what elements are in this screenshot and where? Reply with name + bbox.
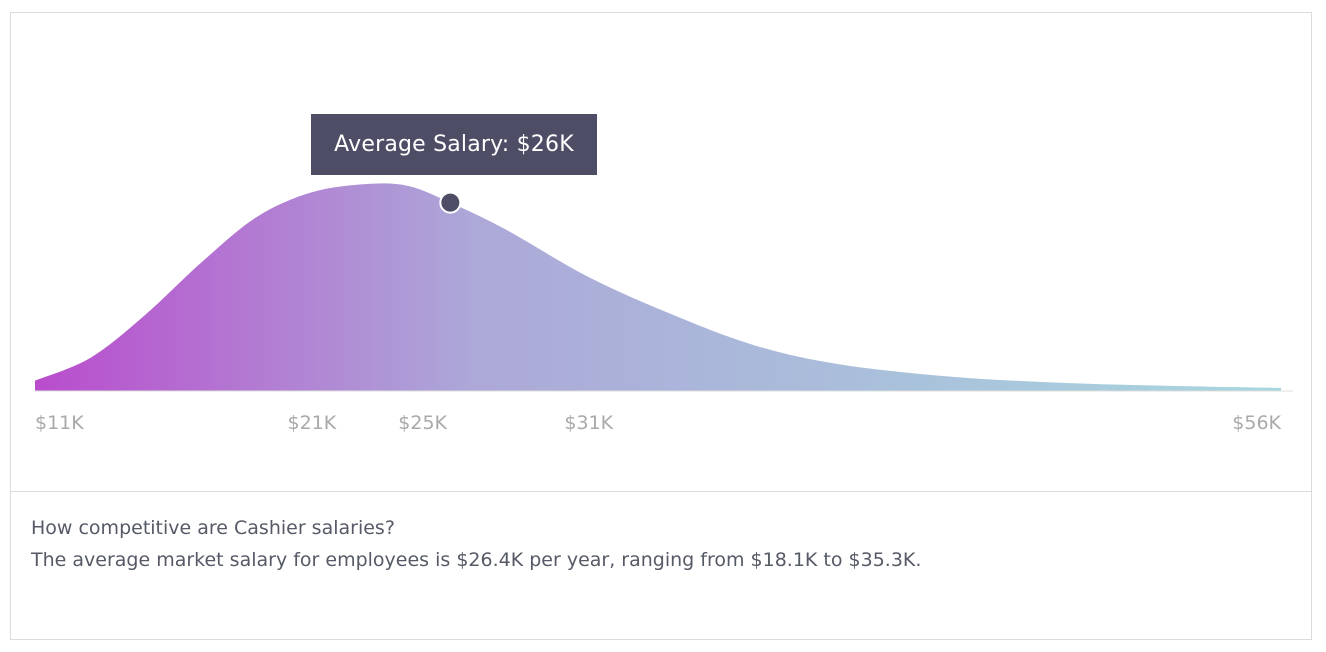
average-salary-tooltip: Average Salary: $26K: [311, 114, 597, 175]
distribution-svg: $11K $21K $25K $31K $56K: [35, 162, 1293, 434]
x-tick-label: $21K: [288, 412, 337, 434]
salary-card: $11K $21K $25K $31K $56K Average Salary: $26…: [10, 12, 1312, 640]
distribution-area: [35, 183, 1281, 391]
summary-statement: The average market salary for employees …: [31, 549, 922, 571]
tooltip-text: Average Salary: $26K: [334, 132, 574, 157]
x-tick-label: $11K: [35, 412, 84, 434]
x-tick-label: $31K: [564, 412, 613, 434]
x-axis-ticks: $11K $21K $25K $31K $56K: [35, 412, 1282, 434]
x-tick-label: $25K: [398, 412, 447, 434]
summary-question: How competitive are Cashier salaries?: [31, 517, 395, 539]
section-divider: [11, 491, 1311, 492]
average-salary-marker[interactable]: [439, 191, 462, 214]
salary-distribution-chart: $11K $21K $25K $31K $56K Average Salary: $26…: [11, 13, 1311, 491]
salary-summary: How competitive are Cashier salaries? Th…: [31, 513, 1291, 577]
x-tick-label: $56K: [1232, 412, 1281, 434]
